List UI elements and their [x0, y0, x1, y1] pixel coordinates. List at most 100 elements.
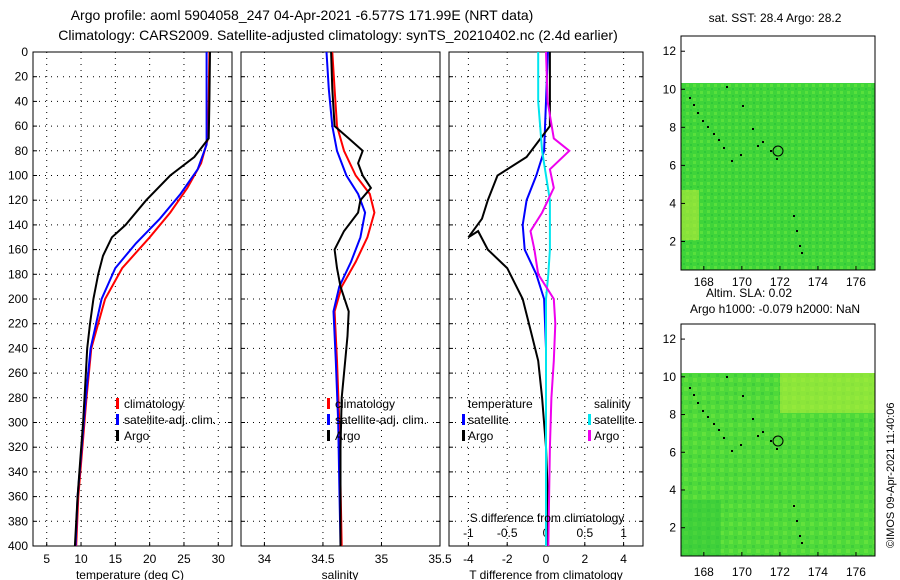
map-y-tick-label: 4 — [669, 483, 676, 497]
depth-tick-label: 160 — [8, 243, 28, 257]
x-tick-label: 4 — [620, 552, 627, 566]
depth-tick-label: 220 — [8, 317, 28, 331]
map-x-tick-label: 176 — [846, 275, 866, 289]
temperature-tick-labels: 5 10 15 20 25 30 — [43, 552, 225, 566]
series-temperature-argo — [467, 52, 551, 546]
depth-tick-label: 280 — [8, 391, 28, 405]
island-dot — [702, 120, 704, 122]
difference-tick-labels: -4 -2 0 2 4 — [463, 552, 627, 566]
legend-t-satellite-label: satellite — [468, 413, 509, 427]
difference-legend: temperature satellite Argo salinity sate… — [462, 397, 635, 443]
series-satellite-adj-clim- — [325, 51, 367, 547]
map-x-tick-label: 172 — [770, 565, 790, 579]
island-dot — [718, 429, 720, 431]
depth-tick-label: 20 — [15, 70, 29, 84]
sst-no-data — [681, 36, 875, 83]
depth-tick-label: 100 — [8, 169, 28, 183]
island-dot — [740, 154, 742, 156]
temperature-panel: 0 20 40 60 80 100 120 140 160 180 200 220 240 260 280 3… — [8, 45, 233, 580]
legend-climatology-label: climatology — [335, 397, 395, 411]
legend-t-argo-label: Argo — [468, 429, 494, 443]
map-y-tick-label: 12 — [663, 332, 677, 346]
salinity-tick-labels: 34 34.5 35 35.5 — [258, 552, 452, 566]
island-dot — [697, 402, 699, 404]
map-x-tick-label: 168 — [694, 275, 714, 289]
salinity-legend: climatology satellite-adj. clim. Argo — [327, 397, 427, 443]
sst-warm-patch — [681, 190, 699, 240]
legend-t-satellite-swatch — [462, 414, 465, 425]
x-tick-label: 5 — [43, 552, 50, 566]
depth-tick-label: 200 — [8, 292, 28, 306]
island-dot — [776, 158, 778, 160]
x-tick-label: -2 — [502, 552, 513, 566]
legend-argo-label: Argo — [335, 429, 361, 443]
island-coastlines — [689, 376, 803, 544]
depth-tick-label: 400 — [8, 539, 28, 553]
top-tick-label: -1 — [463, 526, 474, 540]
island-dot — [801, 252, 803, 254]
legend-satellite-swatch — [327, 414, 330, 425]
temperature-xlabel: temperature (deg C) — [76, 568, 184, 580]
island-dot — [742, 105, 744, 107]
x-tick-label: 34.5 — [311, 552, 335, 566]
legend-argo-label: Argo — [124, 429, 150, 443]
island-dot — [776, 448, 778, 450]
series-climatology — [331, 51, 376, 547]
temperature-lines — [73, 51, 211, 547]
title-line-2: Climatology: CARS2009. Satellite-adjuste… — [58, 27, 618, 43]
series-argo — [73, 51, 211, 547]
x-tick-label: -4 — [463, 552, 474, 566]
map-y-tick-label: 10 — [663, 82, 677, 96]
map-y-tick-label: 6 — [669, 158, 676, 172]
temperature-legend: climatology satellite-adj. clim. Argo — [116, 397, 216, 443]
legend-climatology-swatch — [116, 398, 119, 409]
depth-tick-label: 300 — [8, 416, 28, 430]
island-dot — [689, 97, 691, 99]
island-dot — [793, 215, 795, 217]
series-salinity-argo — [529, 51, 571, 547]
series-salinity-satellite — [537, 52, 551, 546]
map-x-tick-label: 176 — [846, 565, 866, 579]
sst-map: sat. SST: 28.4 Argo: 28.2 168 170 172 174 17… — [663, 11, 876, 289]
island-dot — [762, 431, 764, 433]
sst-map-axes — [680, 35, 876, 271]
island-dot — [740, 444, 742, 446]
depth-tick-label: 360 — [8, 490, 28, 504]
legend-temperature-title: temperature — [468, 397, 533, 411]
island-dot — [693, 394, 695, 396]
top-tick-label: 1 — [620, 526, 627, 540]
map-y-tick-label: 10 — [663, 370, 677, 384]
x-tick-label: 25 — [177, 552, 191, 566]
depth-tick-label: 340 — [8, 465, 28, 479]
sla-map-tick-labels: 168 170 172 174 176 2 4 6 8 10 12 — [663, 332, 867, 579]
depth-tick-label: 80 — [15, 144, 29, 158]
island-dot — [718, 139, 720, 141]
island-dot — [726, 86, 728, 88]
depth-tick-labels: 0 20 40 60 80 100 120 140 160 180 200 220 240 260 280 3… — [8, 45, 28, 553]
map-x-tick-label: 172 — [770, 275, 790, 289]
map-x-tick-label: 168 — [694, 565, 714, 579]
salinity-panel: 34 34.5 35 35.5 salinity climatology satell… — [240, 51, 452, 580]
x-tick-label: 20 — [143, 552, 157, 566]
temperature-grid — [33, 51, 232, 547]
sla-high-patch — [780, 373, 875, 413]
x-tick-label: 15 — [109, 552, 123, 566]
map-y-tick-label: 8 — [669, 120, 676, 134]
imos-watermark: ©IMOS 09-Apr-2021 11:40:06 — [885, 403, 897, 548]
salinity-lines — [325, 51, 376, 547]
depth-tick-label: 380 — [8, 514, 28, 528]
legend-salinity-title: salinity — [594, 397, 631, 411]
island-dot — [713, 423, 715, 425]
legend-satellite-label: satellite-adj. clim. — [124, 413, 216, 427]
island-dot — [757, 145, 759, 147]
map-x-tick-label: 170 — [732, 565, 752, 579]
island-dot — [770, 150, 772, 152]
depth-tick-label: 240 — [8, 341, 28, 355]
series-temperature-satellite — [521, 51, 549, 546]
legend-climatology-swatch — [327, 398, 330, 409]
island-dot — [799, 245, 801, 247]
depth-tick-label: 40 — [15, 94, 29, 108]
sst-map-tick-labels: 168 170 172 174 176 2 4 6 8 10 12 — [663, 44, 867, 289]
x-tick-label: 2 — [581, 552, 588, 566]
island-dot — [697, 112, 699, 114]
